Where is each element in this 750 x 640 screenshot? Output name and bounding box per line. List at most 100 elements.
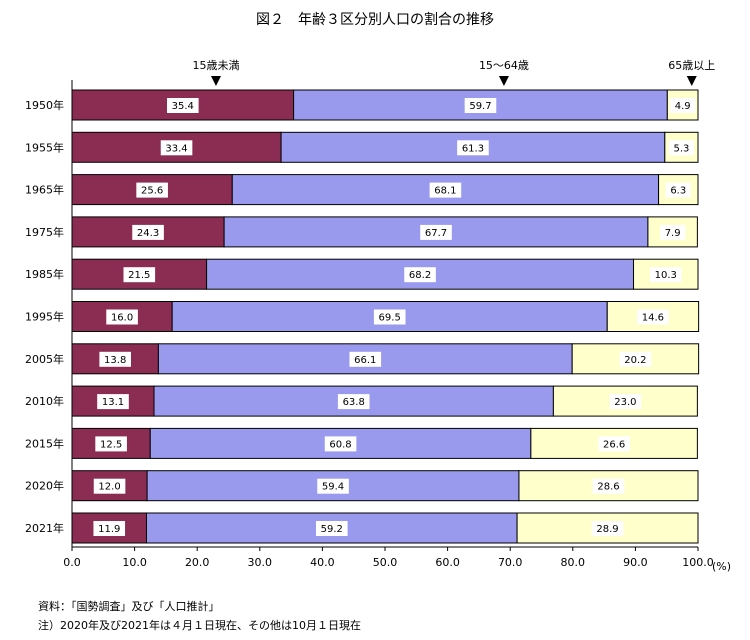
x-tick-label: 10.0	[122, 556, 147, 569]
category-label: 2010年	[25, 394, 64, 408]
data-label: 12.5	[100, 439, 122, 450]
data-label-box	[464, 98, 497, 113]
data-label: 61.3	[462, 143, 484, 154]
data-label: 21.5	[128, 270, 150, 281]
data-label-box	[160, 140, 193, 156]
data-label-box	[106, 309, 138, 325]
x-tick-label: 80.0	[561, 556, 586, 569]
data-label-box	[167, 98, 199, 113]
legend-marker-label: 15歳未満	[192, 59, 239, 72]
x-tick-label: 60.0	[435, 556, 460, 569]
data-label: 7.9	[665, 228, 681, 239]
data-label: 12.0	[98, 482, 120, 493]
data-label: 11.9	[98, 524, 120, 535]
data-label-box	[337, 394, 370, 410]
data-label: 28.6	[597, 482, 619, 493]
x-tick-label: 90.0	[623, 556, 648, 569]
data-label-box	[660, 224, 686, 240]
category-label: 1975年	[25, 225, 64, 239]
data-label-box	[609, 394, 642, 410]
bar-segment	[293, 89, 668, 121]
data-label: 23.0	[614, 397, 636, 408]
data-label-box	[598, 436, 630, 452]
data-label: 4.9	[675, 101, 691, 112]
data-label: 60.8	[329, 439, 351, 450]
data-label-box	[668, 140, 695, 156]
data-label: 20.2	[624, 355, 646, 366]
data-label-box	[123, 267, 156, 283]
data-label: 67.7	[425, 228, 447, 239]
data-label: 28.9	[596, 524, 618, 535]
data-label-box	[349, 351, 382, 367]
data-label-box	[670, 98, 696, 113]
data-label: 13.1	[102, 397, 124, 408]
down-arrow-icon	[210, 76, 221, 86]
x-tick-label: 50.0	[373, 556, 398, 569]
data-label-box	[317, 478, 349, 494]
bars-group: 1950年 35.4 59.7 4.9 1955年 33.4 61.3 5.3 1965年 25.…	[25, 89, 700, 544]
data-label-box	[136, 182, 168, 198]
x-axis-unit: (%)	[712, 560, 731, 573]
data-label-box	[591, 521, 624, 536]
data-label-box	[93, 478, 126, 494]
data-label: 68.1	[434, 186, 456, 197]
data-label-box	[619, 351, 652, 367]
data-label-box	[132, 224, 164, 240]
data-label: 25.6	[141, 186, 163, 197]
source-note: 資料：「国勢調査」及び「人口推計」	[38, 600, 220, 613]
down-arrow-icon	[498, 76, 509, 86]
category-label: 2020年	[25, 479, 64, 493]
data-label: 16.0	[111, 313, 133, 324]
legend-marker-label: 65歳以上	[668, 59, 715, 72]
data-label: 6.3	[670, 186, 686, 197]
data-label-box	[324, 436, 357, 452]
x-tick-label: 20.0	[185, 556, 210, 569]
category-label: 2021年	[25, 521, 64, 535]
category-label: 1965年	[25, 183, 64, 197]
category-label: 2015年	[25, 436, 64, 450]
x-tick-label: 70.0	[498, 556, 523, 569]
x-tick-label: 100.0	[682, 556, 714, 569]
data-label-box	[420, 224, 452, 240]
data-label: 5.3	[673, 143, 689, 154]
data-label: 10.3	[655, 270, 677, 281]
footnote: 注）2020年及び2021年は４月１日現在、その他は10月１日現在	[38, 619, 361, 632]
notes: 資料：「国勢調査」及び「人口推計」 注）2020年及び2021年は４月１日現在、…	[38, 597, 361, 635]
x-tick-label: 40.0	[310, 556, 335, 569]
x-tick-label: 30.0	[248, 556, 273, 569]
data-label-box	[99, 351, 131, 367]
legend-marker-label: 15～64歳	[479, 59, 529, 72]
data-label: 59.2	[321, 524, 343, 535]
data-label: 24.3	[137, 228, 159, 239]
x-axis: 0.0 10.0 20.0 30.0 40.0 50.0 60.0 70.0 80.0 90.0 1…	[63, 80, 731, 573]
data-label: 68.2	[409, 270, 431, 281]
down-arrow-icon	[686, 76, 697, 86]
data-label: 26.6	[603, 439, 625, 450]
chart-title: 図２ 年齢３区分別人口の割合の推移	[256, 11, 494, 28]
data-label-box	[637, 309, 669, 325]
data-label: 69.5	[379, 313, 401, 324]
data-label-box	[404, 267, 436, 283]
data-label-box	[95, 436, 127, 452]
data-label: 59.4	[322, 482, 344, 493]
data-label: 59.7	[469, 101, 491, 112]
data-label-box	[97, 394, 129, 410]
bar-segment	[647, 216, 698, 248]
data-label-box	[315, 521, 348, 536]
data-label: 63.8	[343, 397, 365, 408]
category-label: 1950年	[25, 98, 64, 112]
data-label: 13.8	[104, 355, 126, 366]
bar-segment	[633, 258, 699, 290]
data-label: 66.1	[354, 355, 376, 366]
data-label-box	[373, 309, 406, 325]
category-label: 2005年	[25, 352, 64, 366]
legend-markers: 15歳未満 15～64歳 65歳以上	[192, 59, 715, 86]
data-label: 35.4	[172, 101, 194, 112]
data-label-box	[93, 521, 126, 536]
data-label-box	[649, 267, 682, 283]
data-label-box	[429, 182, 462, 198]
category-label: 1955年	[25, 140, 64, 154]
data-label-box	[592, 478, 625, 494]
category-label: 1995年	[25, 310, 64, 324]
